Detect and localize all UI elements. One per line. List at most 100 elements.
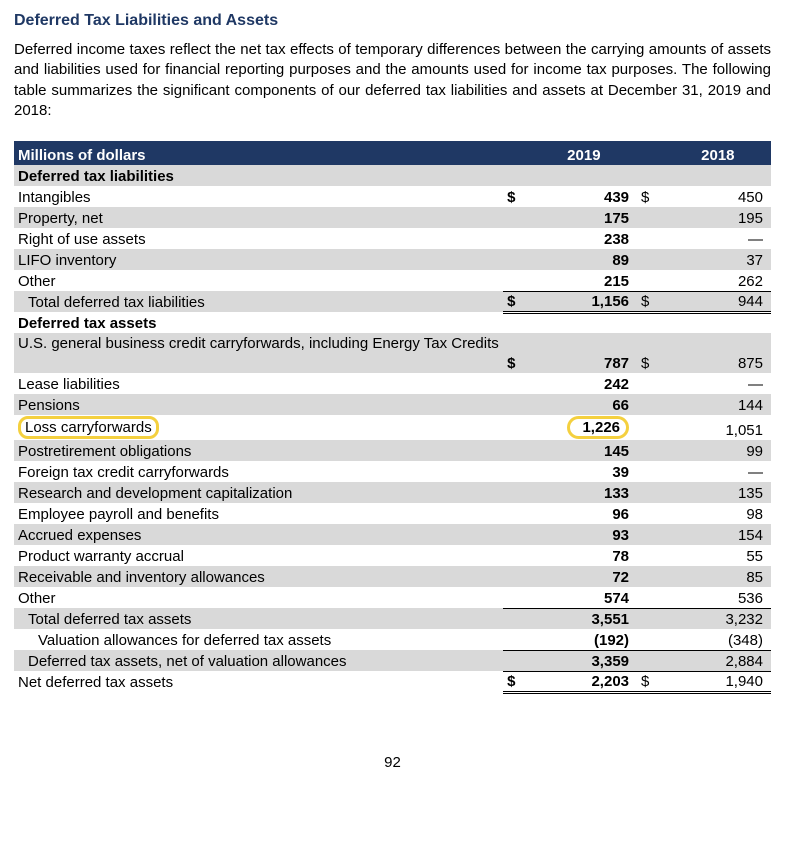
section-title: Deferred Tax Liabilities and Assets bbox=[14, 12, 771, 30]
row-valallow: Valuation allowances for deferred tax as… bbox=[14, 629, 771, 650]
cell-value: 78 bbox=[531, 545, 637, 566]
cell-value: 98 bbox=[665, 503, 771, 524]
cell-value: 133 bbox=[531, 482, 637, 503]
cell-label: U.S. general business credit carryforwar… bbox=[14, 333, 503, 373]
header-units: Millions of dollars bbox=[14, 141, 503, 165]
row-accrued: Accrued expenses 93 154 bbox=[14, 524, 771, 545]
cell-value: (192) bbox=[531, 629, 637, 650]
cell-value: 2,884 bbox=[665, 650, 771, 671]
cell-value: 93 bbox=[531, 524, 637, 545]
row-pensions: Pensions 66 144 bbox=[14, 394, 771, 415]
cell-value: 175 bbox=[531, 207, 637, 228]
cell-value: 3,359 bbox=[531, 650, 637, 671]
cell-label: Other bbox=[14, 270, 503, 291]
cell-value: — bbox=[665, 461, 771, 482]
cell-value: — bbox=[665, 373, 771, 394]
cell-value: 238 bbox=[531, 228, 637, 249]
header-year-2: 2018 bbox=[665, 141, 771, 165]
section-liabilities-label: Deferred tax liabilities bbox=[14, 165, 771, 186]
cell-value: 2,203 bbox=[531, 671, 637, 692]
cell-value: (348) bbox=[665, 629, 771, 650]
cell-label: Valuation allowances for deferred tax as… bbox=[14, 629, 503, 650]
currency-symbol: $ bbox=[637, 291, 665, 312]
cell-value: 99 bbox=[665, 440, 771, 461]
cell-value: 1,940 bbox=[665, 671, 771, 692]
cell-label: Net deferred tax assets bbox=[14, 671, 503, 692]
cell-value: 195 bbox=[665, 207, 771, 228]
row-ftc: Foreign tax credit carryforwards 39 — bbox=[14, 461, 771, 482]
cell-value: 3,551 bbox=[531, 608, 637, 629]
cell-value: 1,156 bbox=[531, 291, 637, 312]
section-assets-label: Deferred tax assets bbox=[14, 312, 771, 333]
cell-value: 85 bbox=[665, 566, 771, 587]
cell-label: Total deferred tax assets bbox=[14, 608, 503, 629]
cell-value: 37 bbox=[665, 249, 771, 270]
currency-symbol: $ bbox=[637, 671, 665, 692]
cell-label: Pensions bbox=[14, 394, 503, 415]
currency-symbol: $ bbox=[637, 186, 665, 207]
cell-label: LIFO inventory bbox=[14, 249, 503, 270]
cell-value: 145 bbox=[531, 440, 637, 461]
cell-value: 39 bbox=[531, 461, 637, 482]
page-number: 92 bbox=[14, 754, 771, 771]
currency-symbol: $ bbox=[637, 333, 665, 373]
row-losscf: Loss carryforwards 1,226 1,051 bbox=[14, 415, 771, 440]
row-rdcap: Research and development capitalization … bbox=[14, 482, 771, 503]
cell-value: 55 bbox=[665, 545, 771, 566]
currency-symbol: $ bbox=[503, 671, 531, 692]
cell-value: 875 bbox=[665, 333, 771, 373]
cell-value: 89 bbox=[531, 249, 637, 270]
row-lifo: LIFO inventory 89 37 bbox=[14, 249, 771, 270]
cell-label: Receivable and inventory allowances bbox=[14, 566, 503, 587]
cell-value: 144 bbox=[665, 394, 771, 415]
table-header-row: Millions of dollars 2019 2018 bbox=[14, 141, 771, 165]
cell-label: Accrued expenses bbox=[14, 524, 503, 545]
cell-label: Deferred tax assets, net of valuation al… bbox=[14, 650, 503, 671]
cell-value: 96 bbox=[531, 503, 637, 524]
cell-value: 1,226 bbox=[531, 415, 637, 440]
cell-label: Lease liabilities bbox=[14, 373, 503, 394]
header-year-1: 2019 bbox=[531, 141, 637, 165]
row-other-assets: Other 574 536 bbox=[14, 587, 771, 608]
row-usgen: U.S. general business credit carryforwar… bbox=[14, 333, 771, 373]
currency-symbol: $ bbox=[503, 291, 531, 312]
cell-value: 66 bbox=[531, 394, 637, 415]
cell-value: — bbox=[665, 228, 771, 249]
row-recvinv: Receivable and inventory allowances 72 8… bbox=[14, 566, 771, 587]
row-payroll: Employee payroll and benefits 96 98 bbox=[14, 503, 771, 524]
cell-value: 536 bbox=[665, 587, 771, 608]
cell-value: 135 bbox=[665, 482, 771, 503]
cell-value: 262 bbox=[665, 270, 771, 291]
cell-label: Property, net bbox=[14, 207, 503, 228]
cell-label: Employee payroll and benefits bbox=[14, 503, 503, 524]
cell-value: 439 bbox=[531, 186, 637, 207]
row-total-assets: Total deferred tax assets 3,551 3,232 bbox=[14, 608, 771, 629]
cell-value: 450 bbox=[665, 186, 771, 207]
cell-label: Postretirement obligations bbox=[14, 440, 503, 461]
cell-label: Total deferred tax liabilities bbox=[14, 291, 503, 312]
cell-value: 787 bbox=[531, 333, 637, 373]
row-total-liab: Total deferred tax liabilities $ 1,156 $… bbox=[14, 291, 771, 312]
row-rou: Right of use assets 238 — bbox=[14, 228, 771, 249]
cell-label: Intangibles bbox=[14, 186, 503, 207]
cell-value: 154 bbox=[665, 524, 771, 545]
deferred-tax-table: Millions of dollars 2019 2018 Deferred t… bbox=[14, 141, 771, 694]
cell-label: Right of use assets bbox=[14, 228, 503, 249]
row-lease: Lease liabilities 242 — bbox=[14, 373, 771, 394]
cell-value: 944 bbox=[665, 291, 771, 312]
cell-label: Product warranty accrual bbox=[14, 545, 503, 566]
row-warranty: Product warranty accrual 78 55 bbox=[14, 545, 771, 566]
cell-value: 72 bbox=[531, 566, 637, 587]
cell-value: 3,232 bbox=[665, 608, 771, 629]
cell-value: 574 bbox=[531, 587, 637, 608]
row-netdta: Net deferred tax assets $ 2,203 $ 1,940 bbox=[14, 671, 771, 692]
section-assets: Deferred tax assets bbox=[14, 312, 771, 333]
row-postret: Postretirement obligations 145 99 bbox=[14, 440, 771, 461]
cell-label: Loss carryforwards bbox=[14, 415, 503, 440]
highlight-value: 1,226 bbox=[567, 416, 629, 439]
cell-value: 215 bbox=[531, 270, 637, 291]
row-other-liab: Other 215 262 bbox=[14, 270, 771, 291]
cell-value: 242 bbox=[531, 373, 637, 394]
cell-label: Research and development capitalization bbox=[14, 482, 503, 503]
row-property: Property, net 175 195 bbox=[14, 207, 771, 228]
